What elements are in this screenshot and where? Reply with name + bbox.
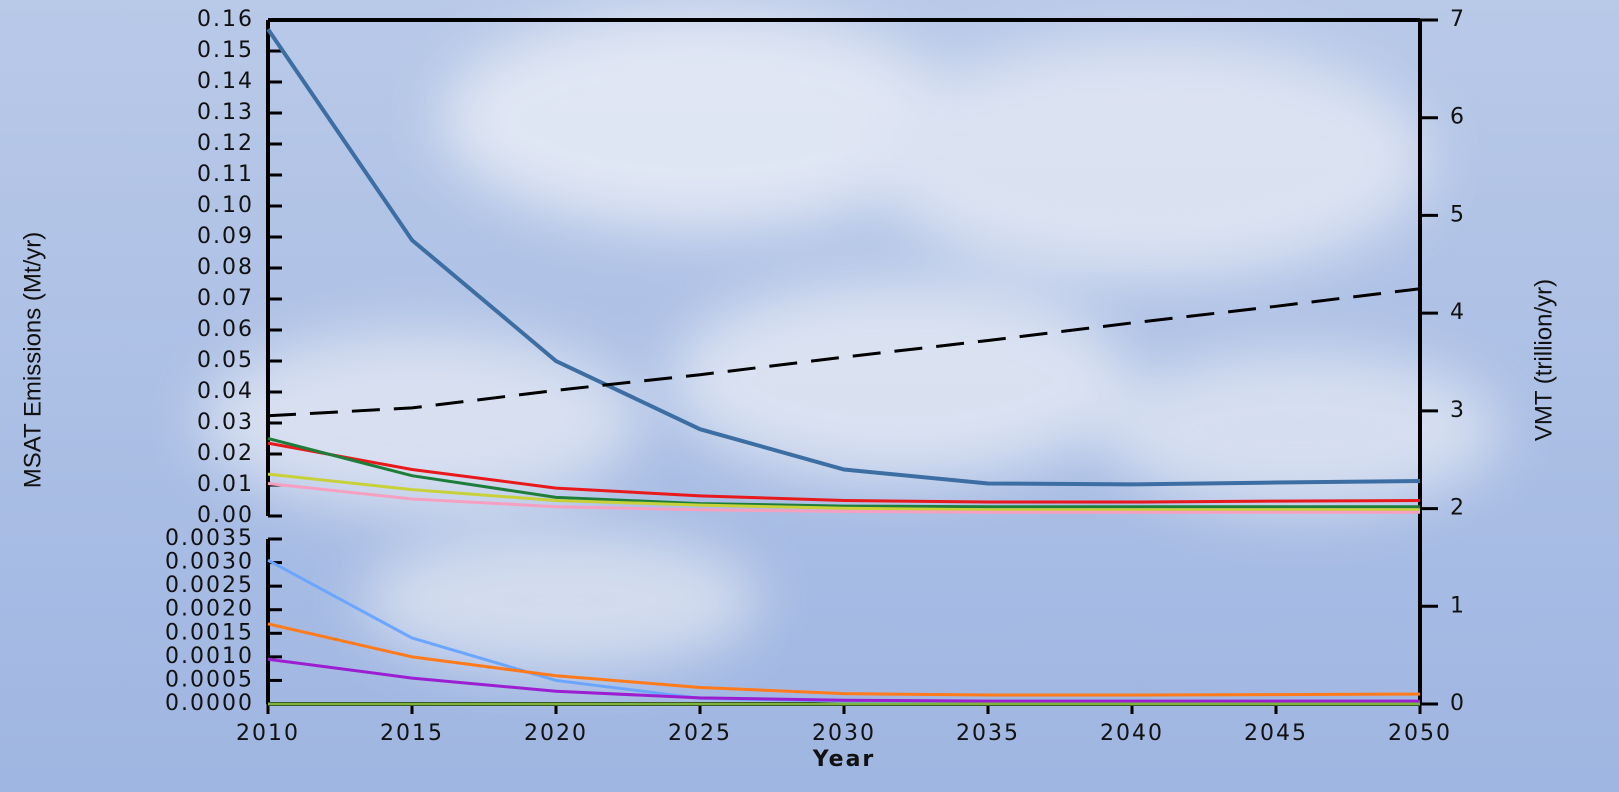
y-tick-label: 0.16 xyxy=(197,7,254,32)
x-tick-label: 2045 xyxy=(1244,721,1308,746)
y-tick-label: 0.0000 xyxy=(165,691,254,716)
y-tick-label: 0.03 xyxy=(197,410,254,435)
x-tick-label: 2035 xyxy=(956,721,1020,746)
x-axis-label: Year xyxy=(812,747,876,772)
y-tick-label: 0.0010 xyxy=(165,644,254,669)
y2-tick-label: 1 xyxy=(1450,593,1466,618)
y2-tick-label: 6 xyxy=(1450,105,1466,130)
y-tick-label: 0.01 xyxy=(197,472,254,497)
x-tick-label: 2040 xyxy=(1100,721,1164,746)
y-tick-label: 0.00 xyxy=(197,503,254,528)
x-tick-label: 2015 xyxy=(380,721,444,746)
y-tick-label: 0.12 xyxy=(197,131,254,156)
x-tick-label: 2010 xyxy=(236,721,300,746)
x-tick-label: 2030 xyxy=(812,721,876,746)
y-tick-label: 0.02 xyxy=(197,441,254,466)
y-tick-label: 0.0035 xyxy=(165,526,254,551)
y2-tick-label: 0 xyxy=(1450,691,1466,716)
page: MSAT Emissions (Mt/yr) VMT (trillion/yr)… xyxy=(0,0,1619,792)
y-tick-label: 0.10 xyxy=(197,193,254,218)
chart: MSAT Emissions (Mt/yr) VMT (trillion/yr)… xyxy=(0,0,1619,792)
y-tick-label: 0.08 xyxy=(197,255,254,280)
x-tick-label: 2020 xyxy=(524,721,588,746)
y-tick-label: 0.0015 xyxy=(165,620,254,645)
x-tick-label: 2050 xyxy=(1388,721,1452,746)
y2-axis-label: VMT (trillion/yr) xyxy=(1530,279,1557,441)
y-tick-label: 0.07 xyxy=(197,286,254,311)
y-tick-label: 0.06 xyxy=(197,317,254,342)
y-tick-label: 0.0020 xyxy=(165,597,254,622)
y2-tick-label: 5 xyxy=(1450,202,1466,227)
y2-tick-label: 3 xyxy=(1450,398,1466,423)
y-tick-label: 0.0025 xyxy=(165,573,254,598)
y-tick-label: 0.05 xyxy=(197,348,254,373)
x-tick-label: 2025 xyxy=(668,721,732,746)
y-tick-label: 0.0030 xyxy=(165,550,254,575)
y-tick-label: 0.0005 xyxy=(165,667,254,692)
y-tick-label: 0.04 xyxy=(197,379,254,404)
y2-tick-label: 7 xyxy=(1450,7,1466,32)
y2-tick-label: 2 xyxy=(1450,496,1466,521)
y-axis-label: MSAT Emissions (Mt/yr) xyxy=(19,232,46,488)
y-tick-label: 0.13 xyxy=(197,100,254,125)
y-tick-label: 0.09 xyxy=(197,224,254,249)
y2-tick-label: 4 xyxy=(1450,300,1466,325)
y-tick-label: 0.15 xyxy=(197,38,254,63)
y-tick-label: 0.11 xyxy=(197,162,254,187)
y-tick-label: 0.14 xyxy=(197,69,254,94)
